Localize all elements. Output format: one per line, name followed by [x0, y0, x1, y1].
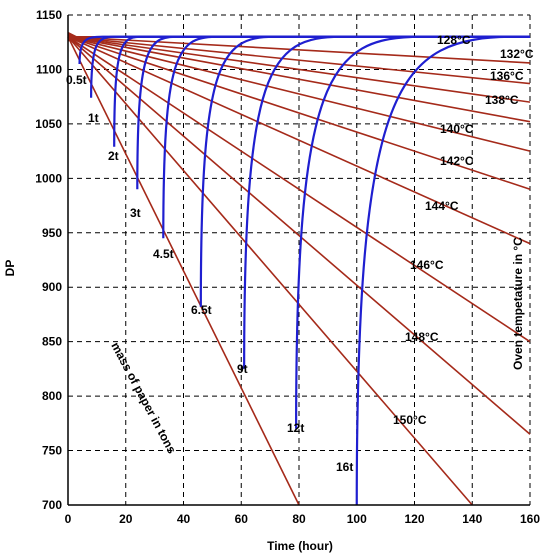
- x-tick-label: 80: [292, 512, 306, 526]
- temperature-annotation: Oven tempetature in °C: [511, 237, 525, 370]
- y-tick-label: 700: [42, 498, 62, 512]
- axes: [67, 15, 530, 506]
- y-tick-label: 900: [42, 280, 62, 294]
- mass-label: 3t: [130, 206, 141, 220]
- temperature-curve: [67, 35, 531, 85]
- x-tick-label: 60: [235, 512, 249, 526]
- mass-curve: [136, 35, 530, 190]
- y-tick-label: 750: [42, 444, 62, 458]
- tick-labels: 0 20 40 60 80 100 120 140 160 700 750 800 850 900 950 1…: [35, 8, 540, 526]
- x-tick-label: 140: [462, 512, 482, 526]
- temperature-curve: [67, 35, 531, 123]
- mass-curve: [162, 35, 530, 239]
- x-tick-label: 120: [404, 512, 424, 526]
- temperature-curve: [67, 36, 531, 245]
- mass-annotation: mass of paper in tons: [108, 340, 179, 456]
- x-tick-label: 0: [65, 512, 72, 526]
- y-tick-label: 950: [42, 226, 62, 240]
- grid: [68, 14, 531, 505]
- mass-curve: [113, 35, 530, 147]
- mass-label: 9t: [237, 362, 248, 376]
- mass-label: 2t: [108, 149, 119, 163]
- mass-curve: [355, 35, 530, 506]
- mass-label: 12t: [287, 421, 304, 435]
- temperature-label: 150°C: [393, 413, 427, 427]
- mass-curve: [78, 35, 530, 65]
- temperature-label: 132°C: [500, 47, 534, 61]
- mass-label: 1t: [88, 111, 99, 125]
- temperature-label: 138°C: [485, 93, 519, 107]
- y-axis-title: DP: [3, 260, 17, 277]
- temperature-curve: [67, 36, 473, 506]
- temperature-label: 128°C: [437, 33, 471, 47]
- y-tick-label: 1150: [36, 8, 62, 22]
- mass-label: 16t: [336, 460, 353, 474]
- x-tick-label: 100: [347, 512, 367, 526]
- y-tick-label: 1050: [35, 117, 62, 131]
- temperature-label: 136°C: [490, 69, 524, 83]
- temperature-curve: [67, 36, 531, 343]
- temperature-label: 140°C: [440, 122, 474, 136]
- mass-curves: [78, 35, 530, 506]
- x-tick-label: 160: [520, 512, 540, 526]
- y-tick-label: 850: [42, 335, 62, 349]
- temperature-curve: [67, 36, 531, 435]
- temperature-label: 142°C: [440, 154, 474, 168]
- temperature-curve: [67, 36, 531, 152]
- x-tick-label: 20: [119, 512, 133, 526]
- start-marker: [68, 31, 78, 42]
- temperature-curve: [67, 35, 531, 64]
- temperature-label: 144°C: [425, 199, 459, 213]
- y-tick-label: 1000: [35, 171, 62, 185]
- x-tick-label: 40: [177, 512, 191, 526]
- mass-curve: [90, 35, 530, 98]
- y-tick-label: 800: [42, 389, 62, 403]
- temperature-label: 146°C: [410, 258, 444, 272]
- mass-curve: [243, 35, 530, 369]
- mass-label: 0.5t: [66, 73, 87, 87]
- y-tick-label: 1100: [36, 62, 62, 76]
- mass-curve: [295, 35, 530, 429]
- curve-labels: 128°C 132°C 136°C 138°C 140°C 142°C 144°C 146°C…: [66, 33, 534, 474]
- temperature-curve: [67, 35, 531, 103]
- temperature-label: 148°C: [405, 330, 439, 344]
- x-axis-title: Time (hour): [267, 539, 333, 553]
- mass-label: 6.5t: [191, 303, 212, 317]
- mass-label: 4.5t: [153, 247, 174, 261]
- mass-curve: [199, 35, 530, 307]
- temperature-curve: [67, 36, 300, 506]
